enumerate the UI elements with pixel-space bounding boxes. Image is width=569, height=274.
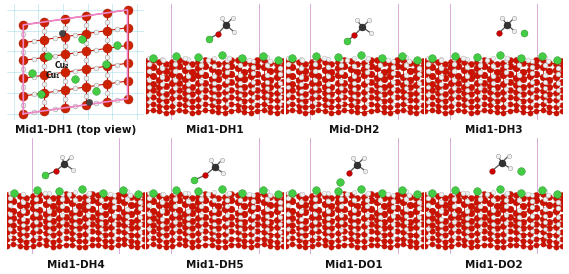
Text: Mid1-DO1: Mid1-DO1	[325, 260, 383, 270]
Text: Mid1-DH1: Mid1-DH1	[186, 125, 244, 135]
Text: Mid-DH2: Mid-DH2	[329, 125, 380, 135]
Text: Cu₁: Cu₁	[45, 71, 60, 80]
Text: Mid1-DH1 (top view): Mid1-DH1 (top view)	[15, 125, 136, 135]
Text: Mid1-DH5: Mid1-DH5	[186, 260, 244, 270]
Text: Mid1-DO2: Mid1-DO2	[465, 260, 522, 270]
Text: Cu₂: Cu₂	[55, 61, 69, 70]
Text: Mid1-DH4: Mid1-DH4	[47, 260, 104, 270]
Text: Mid1-DH3: Mid1-DH3	[465, 125, 522, 135]
